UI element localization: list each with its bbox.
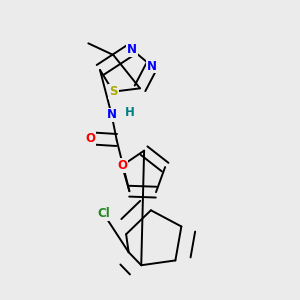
Text: O: O [85,132,95,145]
Text: H: H [125,106,135,119]
Text: O: O [117,159,127,172]
Text: Cl: Cl [97,207,110,220]
Text: S: S [109,85,118,98]
Text: N: N [107,109,117,122]
Text: N: N [127,43,137,56]
Text: N: N [147,59,157,73]
